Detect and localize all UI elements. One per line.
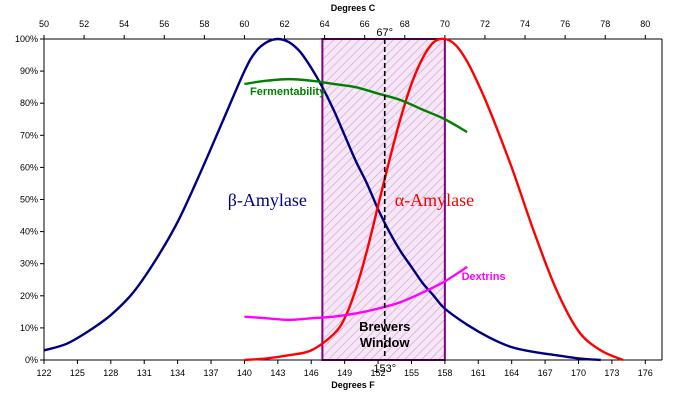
beta-amylase-label: β-Amylase (228, 190, 307, 210)
x-tick-label: 146 (304, 368, 319, 378)
x-tick-label: 167 (538, 368, 553, 378)
x-tick-label: 152 (371, 368, 386, 378)
x2-tick-label: 56 (159, 19, 169, 29)
marker-top-label: 67° (376, 27, 393, 39)
x2-tick-label: 50 (39, 19, 49, 29)
y-tick-label: 100% (15, 34, 38, 44)
beta-amylase-line (43, 37, 601, 362)
x2-tick-label: 58 (199, 19, 209, 29)
x-axis-title: Degrees F (331, 380, 375, 390)
x2-tick-label: 52 (79, 19, 89, 29)
y-tick-label: 0% (25, 355, 38, 365)
x-tick-label: 122 (36, 368, 51, 378)
x2-tick-label: 76 (560, 19, 570, 29)
temperature-marker: 67° 153° (373, 27, 396, 375)
series-labels: β-Amylase α-Amylase Fermentability Dextr… (228, 86, 506, 350)
x2-tick-label: 72 (480, 19, 490, 29)
y-tick-label: 80% (20, 98, 38, 108)
y-tick-label: 90% (20, 66, 38, 76)
y-tick-label: 40% (20, 227, 38, 237)
dextrins-line (244, 265, 468, 322)
x-tick-label: 143 (270, 368, 285, 378)
dextrins-label: Dextrins (462, 271, 506, 283)
x-tick-label: 155 (404, 368, 419, 378)
x-tick-label: 134 (170, 368, 185, 378)
x2-axis-title: Degrees C (331, 3, 376, 13)
fermentability-line (244, 77, 468, 134)
x-tick-label: 131 (137, 368, 152, 378)
alpha-amylase-line (244, 37, 624, 362)
x-tick-label: 125 (70, 368, 85, 378)
x2-tick-label: 62 (280, 19, 290, 29)
x-tick-label: 161 (471, 368, 486, 378)
x-tick-label: 128 (103, 368, 118, 378)
fermentability-label: Fermentability (250, 86, 326, 98)
y-tick-label: 10% (20, 323, 38, 333)
x2-tick-label: 64 (320, 19, 330, 29)
x2-tick-label: 74 (520, 19, 530, 29)
x-tick-label: 173 (604, 368, 619, 378)
x2-tick-label: 60 (239, 19, 249, 29)
marker-bottom-label: 153° (373, 363, 396, 375)
x2-tick-label: 54 (119, 19, 129, 29)
x2-tick-label: 70 (440, 19, 450, 29)
x2-tick-label: 66 (360, 19, 370, 29)
y-tick-label: 60% (20, 162, 38, 172)
x2-tick-label: 78 (600, 19, 610, 29)
x-tick-label: 164 (504, 368, 519, 378)
alpha-amylase-label: α-Amylase (395, 190, 474, 210)
x2-tick-label: 68 (400, 19, 410, 29)
x-tick-label: 176 (638, 368, 653, 378)
x-tick-label: 158 (437, 368, 452, 378)
x2-tick-label: 80 (640, 19, 650, 29)
x-tick-label: 149 (337, 368, 352, 378)
brewers-window-label-line2: Window (360, 335, 411, 350)
x-tick-label: 137 (204, 368, 219, 378)
brewers-window-label-line1: Brewers (359, 319, 410, 334)
x-tick-label: 140 (237, 368, 252, 378)
series (43, 37, 624, 362)
y-tick-label: 70% (20, 130, 38, 140)
ticks: 122 125 128 131 134 137 140 143 146 149 152 155 158 1… (15, 19, 653, 378)
y-tick-label: 20% (20, 291, 38, 301)
x-tick-label: 170 (571, 368, 586, 378)
y-tick-label: 50% (20, 195, 38, 205)
y-tick-label: 30% (20, 259, 38, 269)
